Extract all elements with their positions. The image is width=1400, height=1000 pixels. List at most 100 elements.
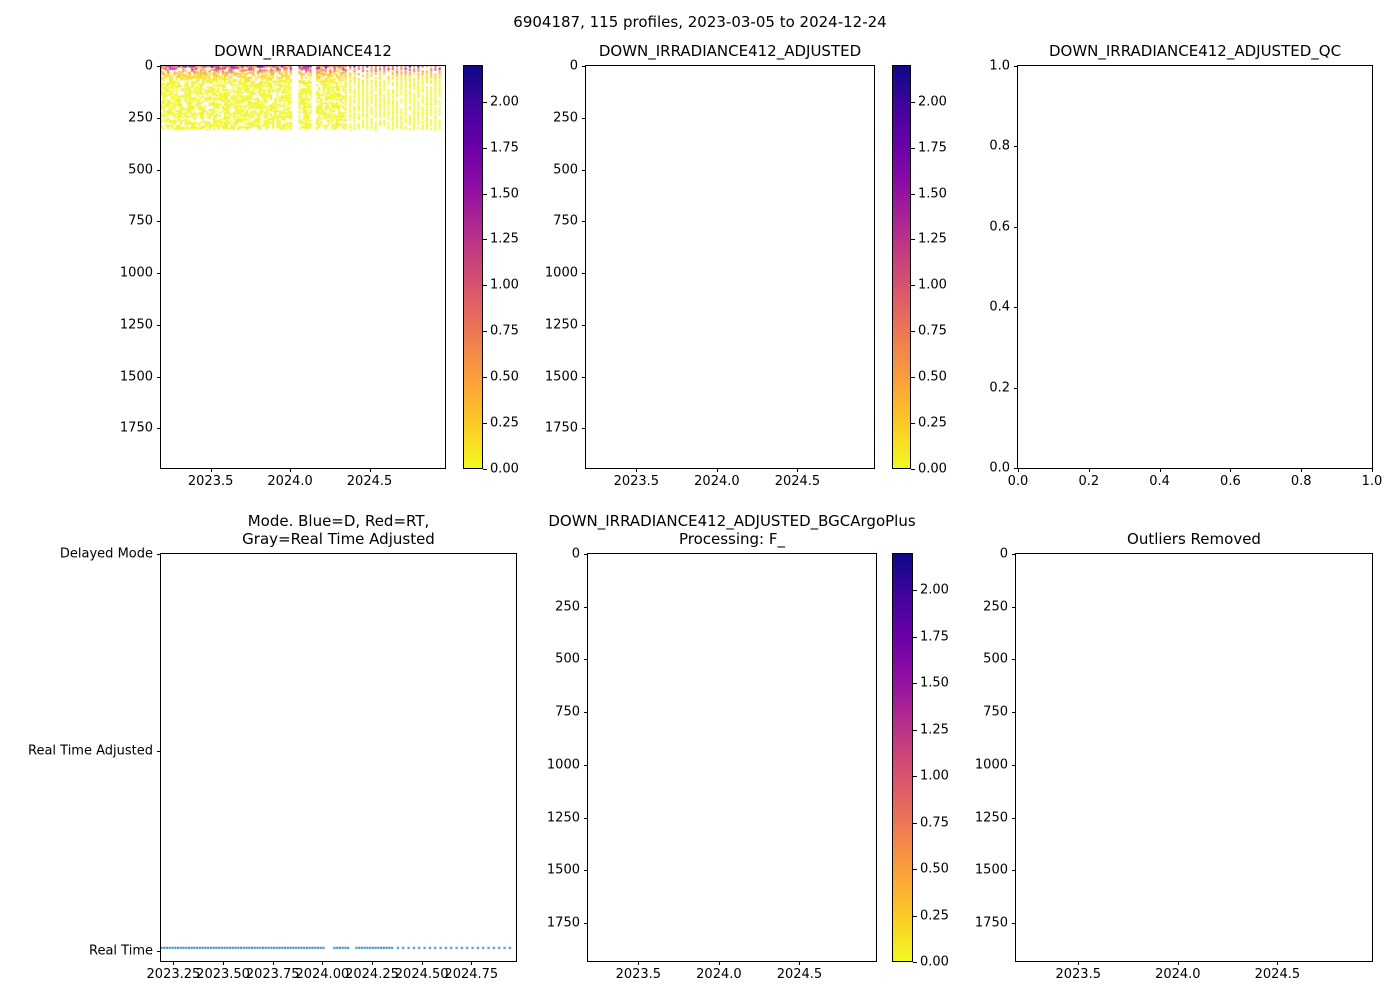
- colorbar-tick-mark: [483, 193, 487, 195]
- y-tick-label: 0: [999, 546, 1008, 562]
- colorbar-tick-label: 0.25: [918, 415, 947, 431]
- y-tick-mark: [1012, 870, 1016, 872]
- category-tick-label: Real Time Adjusted: [28, 743, 153, 759]
- colorbar-tick-label: 2.00: [918, 94, 947, 110]
- y-tick-mark: [584, 870, 588, 872]
- x-tick-label: 2024.0: [267, 474, 313, 489]
- category-tick-mark: [157, 950, 161, 952]
- y-tick-label: 1750: [974, 915, 1008, 931]
- y-tick-label: 500: [128, 162, 153, 177]
- y-tick-label: 750: [128, 213, 153, 229]
- y-tick-label: 0: [571, 546, 580, 562]
- y-tick-mark: [582, 169, 586, 171]
- x-tick-label: 2024.5: [774, 474, 821, 489]
- colorbar-tick-label: 0.75: [490, 323, 519, 339]
- x-tick-label: 0.6: [1220, 474, 1241, 489]
- colorbar-tick-label: 1.75: [490, 140, 519, 156]
- colorbar-down-irradiance412-adjusted: 2.00 1.75 1.50 1.25 1.00 0.75 0.50 0.25 0.00: [892, 65, 947, 477]
- colorbar-tick-mark: [911, 101, 915, 103]
- colorbar-tick-mark: [483, 377, 487, 379]
- y-tick-label: 0: [144, 58, 153, 74]
- colorbar-tick-mark: [913, 822, 917, 824]
- y-tick-mark: [1012, 554, 1016, 555]
- x-tick-label: 2024.25: [345, 967, 399, 982]
- colorbar-tick-mark: [483, 423, 487, 425]
- x-tick-mark: [210, 468, 212, 472]
- colorbar-tick-label: 0.50: [920, 861, 949, 877]
- y-tick-mark: [157, 428, 161, 430]
- x-tick-mark: [1372, 468, 1373, 472]
- plot-title-down-irradiance412-adjusted-qc: DOWN_IRRADIANCE412_ADJUSTED_QC: [1048, 42, 1342, 61]
- plot-title-down-irradiance412: DOWN_IRRADIANCE412: [214, 42, 392, 61]
- x-tick-label: 2023.50: [196, 967, 250, 982]
- colorbar-tick-mark: [911, 239, 915, 241]
- colorbar-tick-mark: [911, 469, 915, 470]
- y-tick-mark: [582, 273, 586, 274]
- category-tick-label: Real Time: [89, 943, 153, 959]
- x-tick-mark: [1277, 961, 1279, 965]
- colorbar-tick-mark: [913, 915, 917, 917]
- y-tick-mark: [584, 817, 588, 819]
- x-tick-label: 2024.5: [776, 967, 823, 982]
- plot-title-mode: Mode. Blue=D, Red=RT, Gray=Real Time Adj…: [242, 511, 435, 549]
- colorbar-tick-label: 0.75: [920, 815, 949, 831]
- y-tick-label: 750: [553, 213, 578, 229]
- colorbar-tick-label: 2.00: [920, 582, 949, 598]
- y-tick-label: 0: [569, 58, 578, 74]
- plot-title-bgcargoplus-processing: DOWN_IRRADIANCE412_ADJUSTED_BGCArgoPlus …: [548, 511, 916, 549]
- x-tick-label: 0.0: [1007, 474, 1029, 489]
- colorbar-tick-label: 1.50: [920, 675, 949, 691]
- y-tick-label: 1250: [974, 810, 1008, 826]
- x-tick-label: 2024.5: [1254, 967, 1301, 982]
- x-tick-label: 2023.5: [613, 474, 660, 489]
- colorbar-tick-mark: [911, 147, 915, 149]
- y-tick-mark: [582, 324, 586, 326]
- x-tick-label: 0.2: [1078, 474, 1100, 489]
- y-tick-mark: [1014, 146, 1018, 148]
- colorbar-tick-mark: [911, 377, 915, 379]
- x-tick-mark: [173, 961, 175, 965]
- y-tick-mark: [1012, 817, 1016, 819]
- x-tick-mark: [372, 961, 373, 965]
- x-tick-mark: [799, 961, 801, 965]
- colorbar-tick-label: 0.50: [918, 369, 947, 385]
- y-tick-mark: [584, 923, 588, 925]
- y-tick-label: 0.0: [989, 460, 1010, 476]
- plot-outliers-removed: Outliers Removed 2023.5 2024.0 2024.5 0 250 5…: [975, 530, 1373, 982]
- colorbar-tick-mark: [913, 683, 917, 685]
- colorbar-tick-mark: [913, 729, 917, 731]
- y-tick-label: 1250: [546, 810, 580, 826]
- y-tick-label: 1000: [974, 757, 1008, 773]
- plot-title-outliers-removed: Outliers Removed: [1127, 530, 1261, 549]
- x-tick-mark: [716, 468, 718, 472]
- colorbar-tick-mark: [911, 331, 915, 333]
- y-tick-mark: [582, 66, 586, 67]
- colorbar-tick-label: 2.00: [490, 94, 519, 110]
- colorbar-tick-mark: [483, 101, 487, 103]
- y-tick-label: 0.2: [989, 380, 1010, 396]
- plot-down-irradiance412-adjusted-bgcargoplus: DOWN_IRRADIANCE412_ADJUSTED_BGCArgoPlus …: [547, 512, 916, 983]
- x-tick-mark: [1078, 961, 1080, 965]
- y-tick-label: 250: [553, 110, 578, 126]
- y-tick-label: 1500: [546, 862, 580, 878]
- colorbar-tick-mark: [913, 776, 917, 778]
- colorbar-tick-mark: [913, 590, 917, 592]
- y-tick-mark: [1012, 923, 1016, 925]
- y-tick-mark: [157, 324, 161, 326]
- x-tick-label: 0.8: [1290, 474, 1312, 489]
- x-tick-mark: [638, 961, 640, 965]
- y-tick-label: 1750: [119, 420, 153, 436]
- y-tick-label: 0.4: [989, 299, 1010, 315]
- colorbar-tick-label: 0.00: [490, 461, 519, 477]
- x-tick-label: 1.0: [1361, 474, 1383, 489]
- plot-down-irradiance412-adjusted-qc: DOWN_IRRADIANCE412_ADJUSTED_QC 0.0 0.2 0.4…: [989, 42, 1382, 489]
- mode-scatter-canvas: [161, 554, 514, 959]
- colorbar-tick-mark: [483, 331, 487, 333]
- plot-mode: Mode. Blue=D, Red=RT, Gray=Real Time Adj…: [28, 512, 517, 982]
- category-tick-mark: [157, 751, 161, 753]
- y-tick-label: 750: [983, 704, 1008, 720]
- x-tick-mark: [322, 961, 324, 965]
- scatter-canvas-down-irradiance412: [161, 66, 443, 466]
- colorbar-down-irradiance412: 2.00 1.75 1.50 1.25 1.00 0.75 0.50 0.25 0.00: [463, 65, 519, 477]
- colorbar-tick-label: 0.50: [490, 369, 519, 385]
